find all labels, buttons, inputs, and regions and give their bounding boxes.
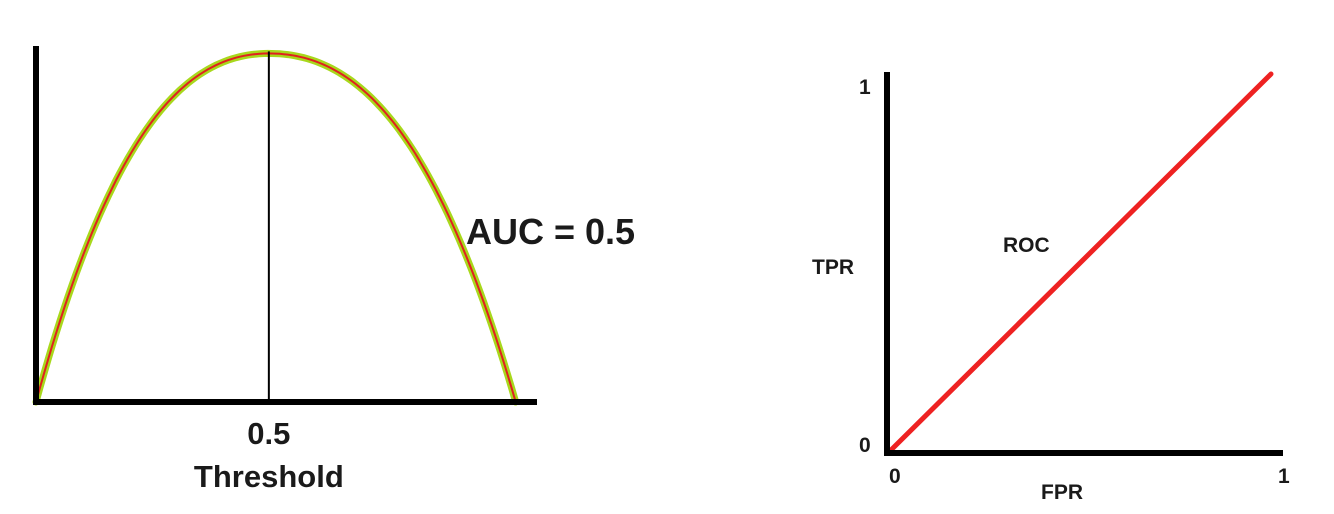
roc-x-tick-0: 0 (889, 465, 901, 488)
distribution-red-curve (35, 52, 517, 403)
threshold-tick-label: 0.5 (247, 416, 290, 451)
roc-x-axis-label: FPR (1041, 481, 1083, 504)
distribution-x-axis-label: Threshold (194, 459, 344, 494)
distribution-chart: 0.5 Threshold AUC = 0.5 (32, 46, 635, 494)
roc-y-tick-1: 1 (859, 76, 871, 99)
roc-y-tick-0: 0 (859, 434, 871, 457)
auc-annotation: AUC = 0.5 (466, 211, 635, 252)
roc-curve-annotation: ROC (1003, 234, 1050, 257)
roc-y-axis-label: TPR (812, 256, 854, 279)
distribution-green-curve (32, 49, 520, 406)
roc-chart: 1 0 0 1 TPR FPR ROC (812, 71, 1290, 504)
roc-curve-line (887, 71, 1274, 454)
roc-x-tick-1: 1 (1278, 465, 1290, 488)
